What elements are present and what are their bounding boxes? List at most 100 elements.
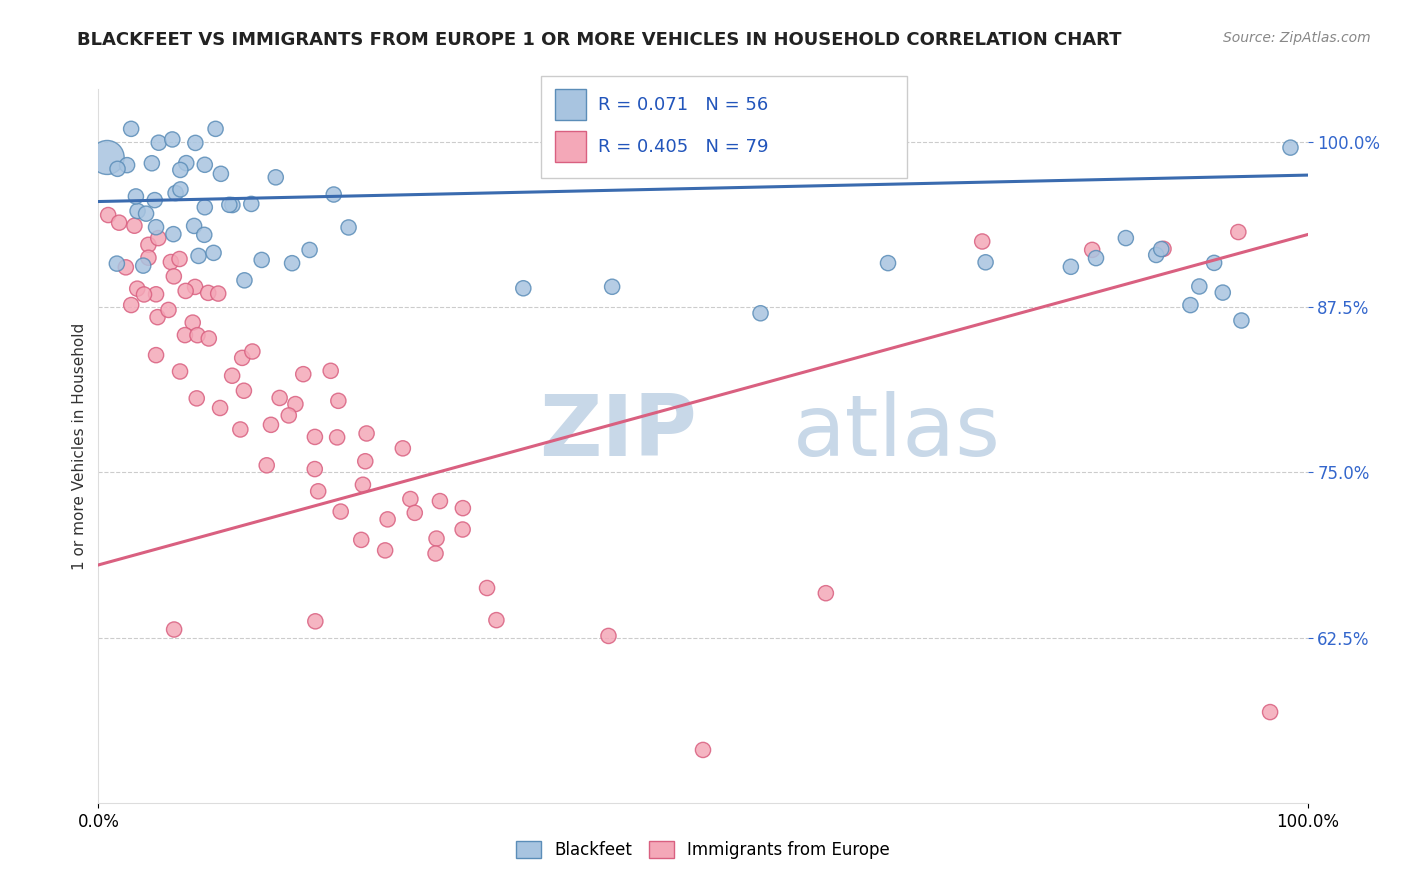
- Point: [115, 158, 138, 172]
- Point: [96, 151, 118, 165]
- Point: [163, 623, 186, 637]
- Point: [451, 501, 474, 516]
- Point: [356, 426, 378, 441]
- Point: [141, 156, 163, 170]
- Point: [429, 494, 451, 508]
- Point: [145, 348, 167, 362]
- Legend: Blackfeet, Immigrants from Europe: Blackfeet, Immigrants from Europe: [509, 834, 897, 866]
- Point: [512, 281, 534, 295]
- Point: [229, 422, 252, 436]
- Point: [124, 219, 146, 233]
- Point: [162, 132, 184, 146]
- Point: [221, 198, 243, 212]
- Text: ZIP: ZIP: [540, 392, 697, 475]
- Text: R = 0.071   N = 56: R = 0.071 N = 56: [598, 96, 768, 114]
- Point: [197, 331, 219, 345]
- Point: [233, 273, 256, 287]
- Point: [1150, 242, 1173, 256]
- Point: [127, 282, 149, 296]
- Point: [120, 121, 142, 136]
- Point: [114, 260, 136, 275]
- Point: [269, 391, 291, 405]
- Point: [127, 204, 149, 219]
- Point: [354, 454, 377, 468]
- Point: [319, 364, 342, 378]
- Point: [399, 491, 422, 506]
- Point: [1180, 298, 1202, 312]
- Point: [329, 505, 352, 519]
- Point: [260, 417, 283, 432]
- Point: [194, 158, 217, 172]
- Point: [209, 167, 232, 181]
- Point: [174, 284, 197, 298]
- Point: [1153, 242, 1175, 256]
- Point: [250, 252, 273, 267]
- Text: Source: ZipAtlas.com: Source: ZipAtlas.com: [1223, 31, 1371, 45]
- Point: [240, 197, 263, 211]
- Point: [174, 156, 197, 170]
- Point: [143, 193, 166, 207]
- Point: [974, 255, 997, 269]
- Point: [425, 532, 447, 546]
- Point: [598, 629, 620, 643]
- Point: [138, 251, 160, 265]
- Point: [169, 163, 191, 178]
- Point: [1230, 313, 1253, 327]
- Point: [145, 220, 167, 235]
- Text: atlas: atlas: [793, 392, 1001, 475]
- Point: [326, 430, 349, 444]
- Point: [814, 586, 837, 600]
- Point: [1227, 225, 1250, 239]
- Point: [404, 506, 426, 520]
- Point: [187, 249, 209, 263]
- Point: [1144, 248, 1167, 262]
- Text: R = 0.405   N = 79: R = 0.405 N = 79: [598, 138, 768, 156]
- Point: [298, 243, 321, 257]
- Point: [146, 310, 169, 325]
- Point: [352, 477, 374, 491]
- Point: [600, 279, 623, 293]
- Point: [108, 216, 131, 230]
- Point: [194, 200, 217, 214]
- Point: [475, 581, 498, 595]
- Point: [162, 227, 184, 242]
- Point: [692, 743, 714, 757]
- Point: [221, 368, 243, 383]
- Point: [125, 189, 148, 203]
- Point: [1060, 260, 1083, 274]
- Point: [377, 512, 399, 526]
- Point: [160, 255, 183, 269]
- Point: [202, 245, 225, 260]
- Point: [174, 328, 197, 343]
- Point: [1212, 285, 1234, 300]
- Point: [304, 615, 326, 629]
- Point: [184, 136, 207, 150]
- Point: [120, 298, 142, 312]
- Point: [184, 280, 207, 294]
- Point: [425, 547, 447, 561]
- Point: [107, 161, 129, 176]
- Point: [1115, 231, 1137, 245]
- Point: [204, 121, 226, 136]
- Point: [256, 458, 278, 473]
- Point: [277, 409, 299, 423]
- Point: [264, 170, 287, 185]
- Point: [183, 219, 205, 233]
- Point: [451, 523, 474, 537]
- Point: [165, 186, 187, 200]
- Point: [1258, 705, 1281, 719]
- Point: [350, 533, 373, 547]
- Point: [138, 237, 160, 252]
- Point: [304, 462, 326, 476]
- Point: [877, 256, 900, 270]
- Point: [242, 344, 264, 359]
- Point: [145, 287, 167, 301]
- Point: [218, 198, 240, 212]
- Point: [169, 364, 191, 378]
- Point: [1279, 140, 1302, 154]
- Point: [186, 328, 208, 343]
- Point: [169, 182, 191, 196]
- Point: [1085, 251, 1108, 265]
- Point: [132, 287, 155, 301]
- Point: [1081, 243, 1104, 257]
